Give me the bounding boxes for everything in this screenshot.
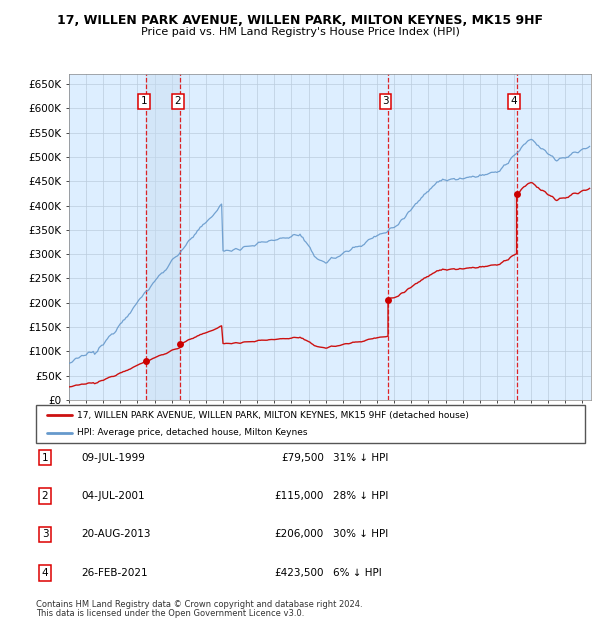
Text: 20-AUG-2013: 20-AUG-2013 (81, 529, 151, 539)
Text: 17, WILLEN PARK AVENUE, WILLEN PARK, MILTON KEYNES, MK15 9HF (detached house): 17, WILLEN PARK AVENUE, WILLEN PARK, MIL… (77, 410, 469, 420)
Text: 09-JUL-1999: 09-JUL-1999 (81, 453, 145, 463)
Text: Price paid vs. HM Land Registry's House Price Index (HPI): Price paid vs. HM Land Registry's House … (140, 27, 460, 37)
Text: £423,500: £423,500 (275, 568, 324, 578)
Text: 04-JUL-2001: 04-JUL-2001 (81, 491, 145, 501)
Text: 4: 4 (41, 568, 49, 578)
Text: £115,000: £115,000 (275, 491, 324, 501)
Text: 1: 1 (140, 96, 147, 106)
Text: Contains HM Land Registry data © Crown copyright and database right 2024.: Contains HM Land Registry data © Crown c… (36, 600, 362, 609)
Text: This data is licensed under the Open Government Licence v3.0.: This data is licensed under the Open Gov… (36, 608, 304, 618)
Text: £79,500: £79,500 (281, 453, 324, 463)
Text: 3: 3 (382, 96, 389, 106)
Text: 4: 4 (511, 96, 517, 106)
Text: 30% ↓ HPI: 30% ↓ HPI (333, 529, 388, 539)
Text: 2: 2 (175, 96, 181, 106)
Text: 28% ↓ HPI: 28% ↓ HPI (333, 491, 388, 501)
Text: 1: 1 (41, 453, 49, 463)
Text: 17, WILLEN PARK AVENUE, WILLEN PARK, MILTON KEYNES, MK15 9HF: 17, WILLEN PARK AVENUE, WILLEN PARK, MIL… (57, 14, 543, 27)
FancyBboxPatch shape (36, 405, 585, 443)
Text: 2: 2 (41, 491, 49, 501)
Text: £206,000: £206,000 (275, 529, 324, 539)
Text: 26-FEB-2021: 26-FEB-2021 (81, 568, 148, 578)
Text: 31% ↓ HPI: 31% ↓ HPI (333, 453, 388, 463)
Text: 3: 3 (41, 529, 49, 539)
Text: HPI: Average price, detached house, Milton Keynes: HPI: Average price, detached house, Milt… (77, 428, 308, 438)
Text: 6% ↓ HPI: 6% ↓ HPI (333, 568, 382, 578)
Bar (146, 74, 181, 400)
